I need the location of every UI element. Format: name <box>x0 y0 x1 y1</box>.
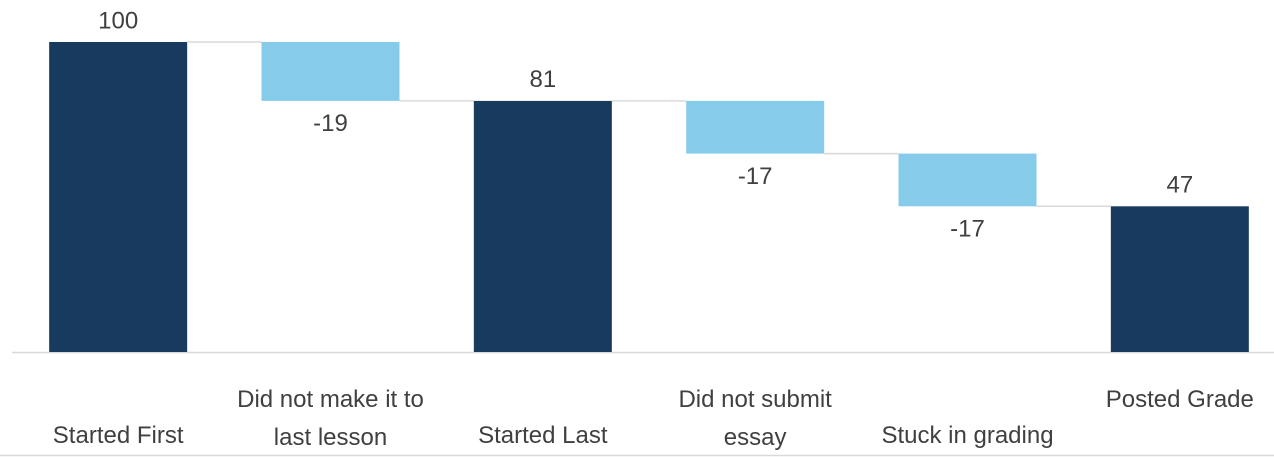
x-tick-label: Did not make it to last lesson <box>237 386 424 451</box>
bar <box>261 42 400 101</box>
x-tick-label: Did not submit essay <box>678 386 832 451</box>
value-label: -19 <box>313 110 348 137</box>
value-label: -17 <box>738 163 773 190</box>
bar <box>1110 206 1249 352</box>
bar <box>473 100 612 353</box>
bar <box>898 153 1037 207</box>
x-tick-label: Started First <box>52 422 184 449</box>
x-tick-label: Posted Grade <box>1105 386 1254 413</box>
x-tick-label: Started Last <box>478 422 608 449</box>
bar <box>686 100 825 154</box>
value-label: 100 <box>98 7 138 34</box>
bar <box>49 42 188 352</box>
x-tick-label: Stuck in grading <box>881 422 1054 449</box>
value-label: 47 <box>1166 172 1193 199</box>
value-label: 81 <box>529 66 556 93</box>
value-label: -17 <box>950 216 985 243</box>
